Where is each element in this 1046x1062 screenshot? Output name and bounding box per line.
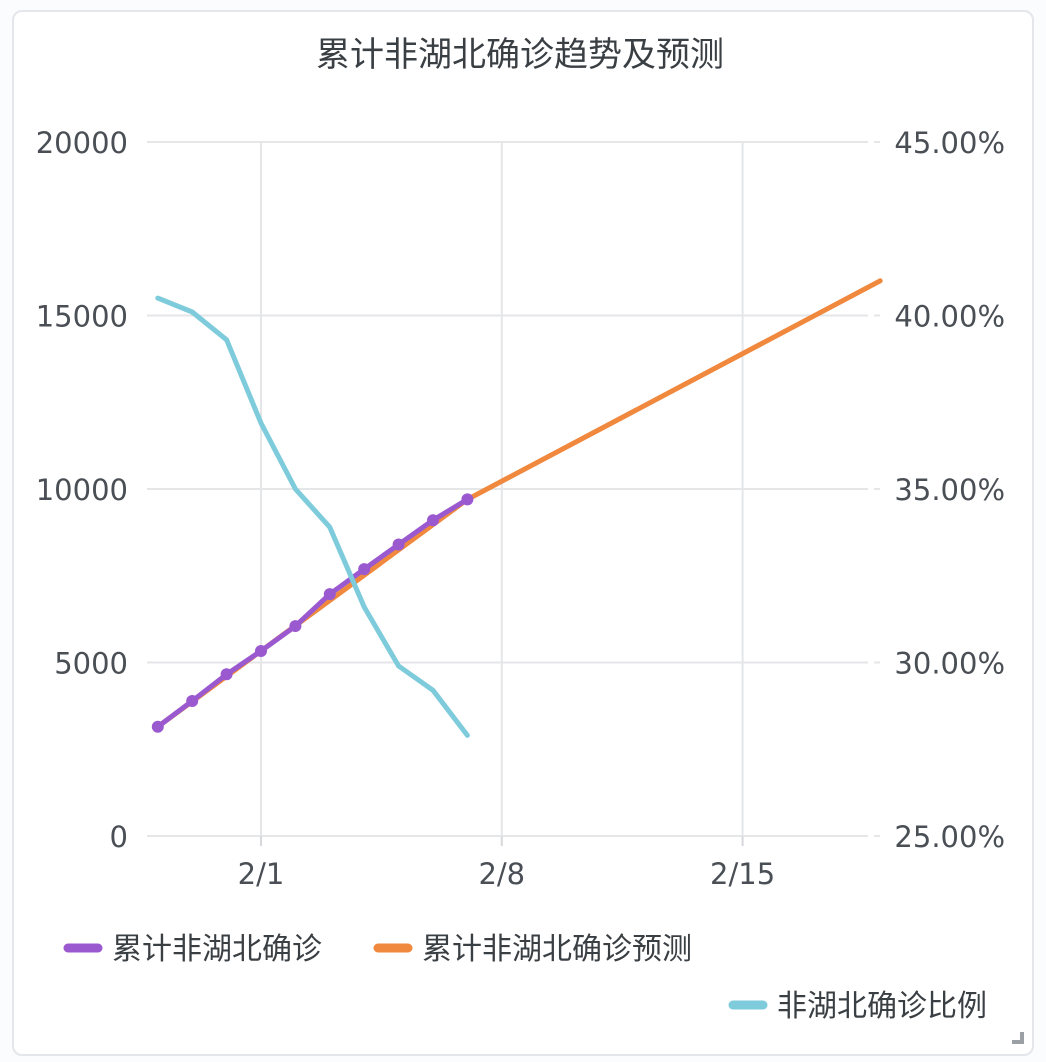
resize-handle[interactable] — [1012, 1032, 1024, 1044]
series-line — [155, 278, 883, 730]
legend-label: 累计非湖北确诊 — [112, 932, 322, 967]
x-tick-label: 2/8 — [478, 857, 525, 891]
series-line — [155, 496, 470, 730]
series-line — [155, 295, 470, 738]
y-right-tick-label: 35.00% — [894, 473, 1005, 507]
x-tick-label: 2/1 — [238, 857, 285, 891]
y-right-tick-label: 25.00% — [894, 820, 1005, 854]
y-left-tick-label: 5000 — [54, 647, 128, 681]
legend-label: 累计非湖北确诊预测 — [422, 932, 692, 967]
data-point — [186, 695, 199, 708]
y-right-tick-label: 30.00% — [894, 647, 1005, 681]
axes: 0 25.00% 5000 30.00% 10000 35.00% 15000 40.00% 2… — [36, 126, 1005, 891]
data-point — [289, 620, 302, 633]
data-point — [427, 514, 439, 527]
data-point — [461, 493, 474, 506]
y-right-tick-label: 45.00% — [894, 126, 1005, 160]
chart-title: 累计非湖北确诊趋势及预测 — [316, 35, 724, 75]
data-point — [255, 645, 267, 658]
data-point — [323, 588, 336, 601]
x-tick-label: 2/15 — [710, 857, 775, 891]
y-left-tick-label: 15000 — [36, 300, 128, 334]
y-left-tick-label: 10000 — [36, 473, 128, 507]
y-left-tick-label: 0 — [110, 820, 128, 854]
data-point — [358, 563, 371, 576]
legend-label: 非湖北确诊比例 — [777, 989, 987, 1024]
y-left-tick-label: 20000 — [36, 126, 128, 160]
grid — [147, 141, 884, 846]
series-layer — [151, 278, 883, 738]
y-right-tick-label: 40.00% — [894, 300, 1005, 334]
data-point — [220, 668, 233, 681]
data-point — [151, 720, 164, 733]
chart-panel — [12, 10, 1034, 1056]
data-point — [392, 538, 405, 551]
